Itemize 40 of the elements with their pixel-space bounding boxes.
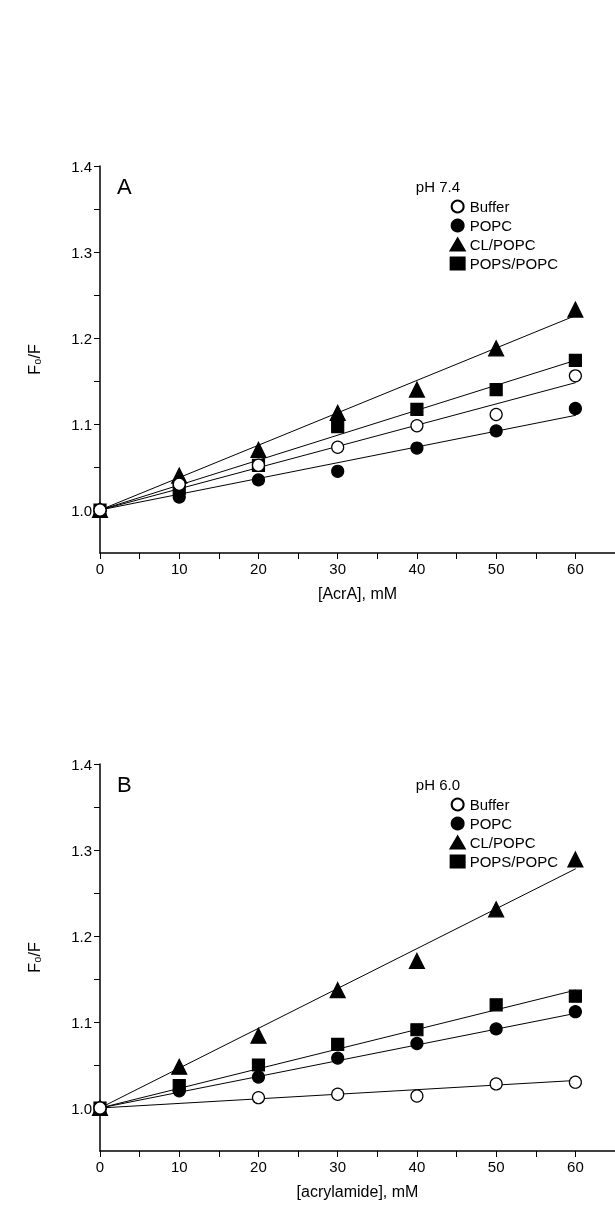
legend-label: Buffer <box>469 796 510 813</box>
x-tick-label: 30 <box>329 1158 347 1175</box>
chart-title: A <box>117 173 132 199</box>
y-tick-label: 1.3 <box>71 841 92 859</box>
x-tick-label: 20 <box>250 560 267 577</box>
legend-label: CL/POPC <box>469 834 536 851</box>
x-tick-label: 40 <box>408 1158 426 1175</box>
chart-title: B <box>117 771 132 797</box>
x-tick-label: 30 <box>329 560 347 577</box>
x-tick-label: 0 <box>95 560 105 577</box>
legend-label: Buffer <box>469 198 510 215</box>
x-tick-label: 50 <box>487 1158 505 1175</box>
y-tick-label: 1.2 <box>71 329 92 347</box>
x-tick-label: 40 <box>408 560 426 577</box>
y-axis-title: F₀/F <box>25 343 43 375</box>
y-axis-title: F₀/F <box>25 941 43 973</box>
x-axis-title: [AcrA], mM <box>317 584 398 602</box>
legend-title: pH 6.0 <box>415 776 461 793</box>
y-tick-label: 1.1 <box>71 1013 92 1031</box>
legend-label: POPS/POPC <box>469 255 559 272</box>
legend-label: CL/POPC <box>469 236 536 253</box>
y-tick-label: 1.2 <box>71 927 92 945</box>
y-tick-label: 1.4 <box>71 755 92 773</box>
y-tick-label: 1.4 <box>71 157 92 175</box>
x-tick-label: 60 <box>567 1158 584 1175</box>
x-tick-label: 10 <box>170 560 188 577</box>
y-tick-label: 1.0 <box>71 501 92 519</box>
legend-label: POPS/POPC <box>469 853 559 870</box>
x-tick-label: 50 <box>487 560 505 577</box>
y-tick-label: 1.3 <box>71 243 92 261</box>
legend-label: POPC <box>469 815 513 832</box>
x-tick-label: 10 <box>170 1158 188 1175</box>
legend-title: pH 7.4 <box>415 178 461 195</box>
x-tick-label: 20 <box>250 1158 267 1175</box>
y-tick-label: 1.0 <box>71 1099 92 1117</box>
legend-label: POPC <box>469 217 513 234</box>
x-tick-label: 0 <box>95 1158 105 1175</box>
x-axis-title: [acrylamide], mM <box>296 1182 419 1200</box>
y-tick-label: 1.1 <box>71 415 92 433</box>
x-tick-label: 60 <box>567 560 584 577</box>
